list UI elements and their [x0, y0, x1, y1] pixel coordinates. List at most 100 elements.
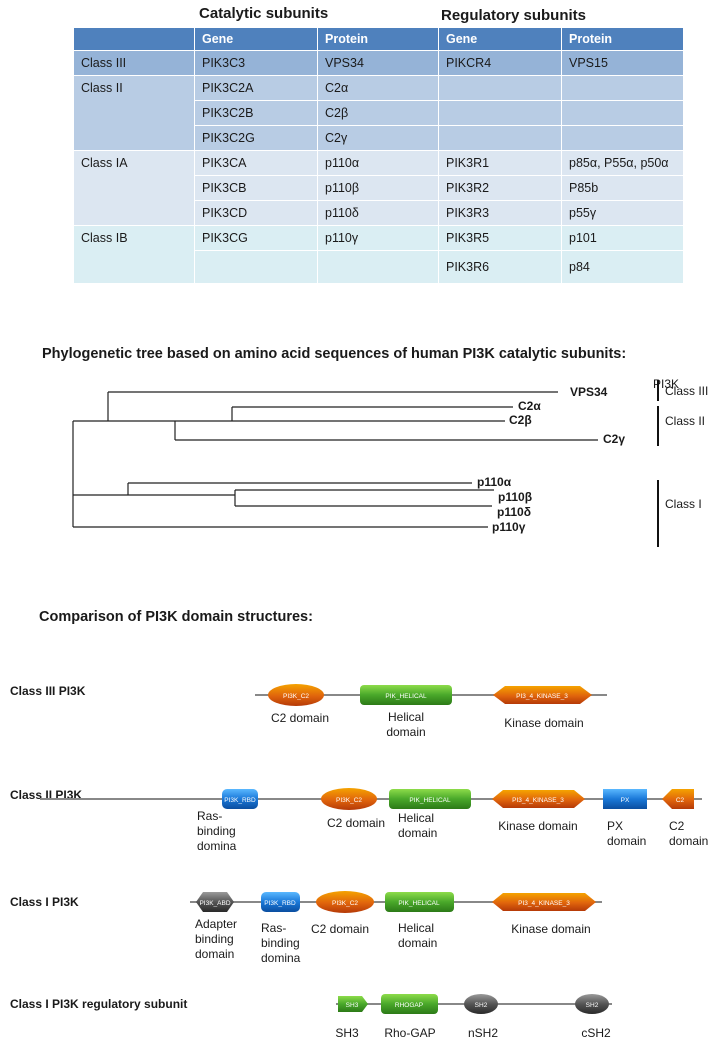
domain-shape-label: PIK_HELICAL	[398, 900, 440, 907]
table-row: PIK3CB p110β PIK3R2 P85b	[74, 175, 684, 201]
class-cell: Class II	[73, 75, 195, 151]
domain-caption: SH3	[335, 1026, 359, 1040]
c2-domain-shape	[662, 789, 694, 809]
domain-shape-label: PIK_HELICAL	[409, 797, 451, 804]
class-cell: Class III	[73, 50, 195, 76]
ras-binding-domain-shape	[261, 892, 300, 912]
domain-shape-label: PI3_4_KINASE_3	[518, 900, 570, 907]
tree-leaf: p110α	[477, 475, 512, 489]
tree-branches	[72, 391, 598, 528]
table-row: Class IB PIK3CG p110γ PIK3R5 p101	[73, 225, 684, 284]
domain-caption: C2 domain	[326, 816, 386, 830]
c2-domain-shape	[316, 891, 374, 913]
protein-cell: C2β	[317, 100, 439, 126]
domain-caption: Helical domain	[398, 811, 438, 840]
tree-leaf: C2γ	[603, 432, 626, 446]
protein-cell	[561, 125, 684, 151]
c2-domain-shape	[321, 788, 377, 810]
domain-caption: Adapter binding domain	[195, 917, 238, 961]
domain-caption: Kinase domain	[511, 922, 591, 936]
domain-caption: C2 domain	[310, 922, 370, 936]
sh3-domain-shape	[338, 996, 368, 1012]
column-header	[73, 27, 195, 51]
helical-domain-shape	[389, 789, 471, 809]
domain-shape-label: PX	[621, 797, 630, 804]
protein-cell: p85α, P55α, p50α	[561, 150, 684, 176]
domain-shape-label: PI3_4_KINASE_3	[516, 693, 568, 700]
phylogenetic-tree	[72, 380, 659, 547]
protein-cell: VPS34	[317, 50, 439, 76]
domain-caption: cSH2	[581, 1026, 611, 1040]
domain-caption: Kinase domain	[498, 819, 578, 833]
protein-cell: p101	[561, 225, 684, 251]
class-label: Class I	[665, 497, 702, 511]
column-header: Gene	[194, 27, 318, 51]
rho-gap-domain-shape	[381, 994, 438, 1014]
gene-cell: PIK3R2	[438, 175, 562, 201]
domain-row-class-ii: PI3K_RBD PI3K_C2 PIK_HELICAL PI3_4_KINAS…	[40, 788, 702, 810]
protein-cell: p110δ	[317, 200, 439, 226]
gene-cell	[438, 75, 562, 101]
domain-shape-label: PI3K_RBD	[264, 900, 296, 907]
gene-cell: PIK3R5	[438, 225, 562, 251]
table-header-row: Gene Protein Gene Protein	[73, 27, 684, 51]
kinase-domain-shape	[492, 790, 585, 808]
domain-row-regulatory: SH3 RHOGAP SH2 SH2	[336, 994, 612, 1014]
domain-shape-label: PI3K_RBD	[224, 797, 256, 804]
tree-leaf: C2α	[518, 399, 541, 413]
domain-caption: Ras- binding domina	[261, 921, 301, 965]
table-row: Class III PIK3C3 VPS34 PIKCR4 VPS15	[73, 50, 684, 76]
nsh2-domain-shape	[464, 994, 498, 1014]
tree-leaf: p110δ	[497, 505, 531, 519]
tree-leaf: C2β	[509, 413, 532, 427]
column-header: Protein	[561, 27, 684, 51]
kinase-domain-shape	[492, 893, 596, 911]
class-label: Class III	[665, 384, 709, 398]
gene-cell: PIK3R3	[438, 200, 562, 226]
protein-cell: P85b	[561, 175, 684, 201]
gene-cell: PIK3R6	[438, 250, 562, 284]
domain-shape-label: SH2	[475, 1002, 488, 1009]
domain-row-label: Class I PI3K	[10, 895, 79, 909]
domain-caption: Kinase domain	[504, 716, 584, 730]
tree-leaf: VPS34	[570, 385, 608, 399]
gene-cell: PIK3CG	[194, 225, 318, 251]
gene-cell	[194, 250, 318, 284]
domains-title: Comparison of PI3K domain structures:	[39, 609, 313, 625]
domain-shape-label: RHOGAP	[395, 1002, 423, 1009]
table-row: PIK3CD p110δ PIK3R3 p55γ	[74, 200, 684, 226]
regulatory-subunits-header: Regulatory subunits	[441, 7, 587, 24]
protein-cell: p55γ	[561, 200, 684, 226]
domain-shape-label: PI3_4_KINASE_3	[512, 797, 564, 804]
domain-caption: C2 domain	[270, 711, 330, 725]
class-cell: Class IB	[73, 225, 195, 284]
class-label: Class II	[665, 414, 706, 428]
domain-shape-label: C2	[676, 797, 685, 804]
class-bars	[657, 380, 659, 547]
domain-row-class-i: PI3K_ABD PI3K_RBD PI3K_C2 PIK_HELICAL PI…	[190, 891, 602, 913]
domain-shape-label: PIK_HELICAL	[385, 693, 427, 700]
domain-caption: PX domain	[607, 819, 647, 848]
table-row: PIK3C2G C2γ	[74, 125, 684, 151]
domain-row-class-iii: PI3K_C2 PIK_HELICAL PI3_4_KINASE_3	[255, 684, 607, 706]
domain-caption: Ras- binding domina	[197, 809, 237, 853]
adapter-binding-domain-shape	[196, 892, 234, 912]
c2-domain-shape	[268, 684, 324, 706]
domain-caption: Rho-GAP	[384, 1026, 436, 1040]
domain-shape-label: PI3K_C2	[283, 693, 309, 700]
pi3k-subunit-table: Gene Protein Gene Protein Class III PIK3…	[73, 27, 684, 284]
pi3k-label: PI3K	[653, 377, 680, 391]
domain-shape-label: SH2	[586, 1002, 599, 1009]
ras-binding-domain-shape	[222, 789, 258, 809]
gene-cell	[438, 125, 562, 151]
px-domain-shape	[603, 789, 647, 809]
gene-cell: PIK3C3	[194, 50, 318, 76]
tree-leaf: p110γ	[492, 520, 526, 534]
domain-row-label: Class III PI3K	[10, 684, 86, 698]
protein-cell	[561, 100, 684, 126]
helical-domain-shape	[360, 685, 452, 705]
csh2-domain-shape	[575, 994, 609, 1014]
protein-cell: p84	[561, 250, 684, 284]
protein-cell	[317, 250, 439, 284]
